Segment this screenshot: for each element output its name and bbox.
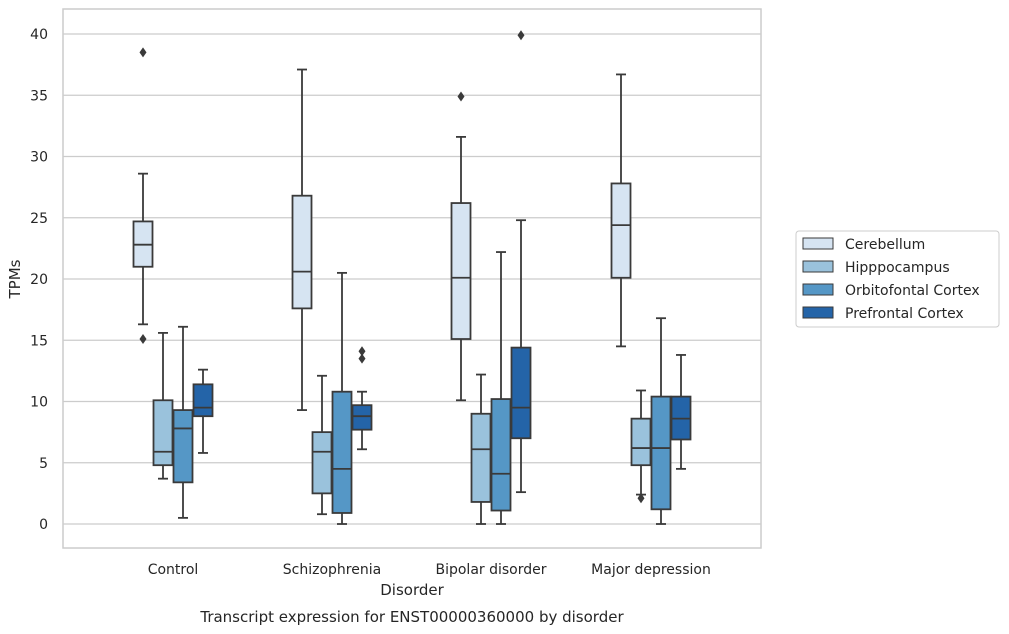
legend-label: Cerebellum	[845, 237, 925, 253]
box-hipppocampus-0	[152, 331, 174, 480]
iqr-box	[450, 202, 472, 340]
legend-label: Prefrontal Cortex	[845, 306, 964, 322]
y-axis-label: TPMs	[6, 259, 24, 299]
iqr-box	[510, 346, 532, 440]
y-tick-label: 15	[30, 333, 48, 349]
outlier-point	[139, 47, 147, 58]
outlier-point	[358, 353, 366, 364]
box-orbitofontal-cortex-2	[490, 251, 512, 525]
box-prefrontal-cortex-0	[192, 368, 214, 454]
iqr-box	[351, 404, 373, 431]
boxes	[132, 30, 692, 525]
legend-swatch	[802, 283, 834, 296]
y-tick-label: 10	[30, 395, 48, 411]
legend-label: Orbitofontal Cortex	[845, 283, 980, 299]
box-cerebellum-3	[610, 73, 632, 348]
iqr-box	[650, 395, 672, 511]
iqr-box	[291, 194, 313, 310]
box-prefrontal-cortex-1	[351, 346, 373, 451]
box-prefrontal-cortex-2	[510, 30, 532, 494]
x-axis-label: Disorder	[380, 581, 444, 599]
iqr-box	[470, 412, 492, 503]
iqr-box	[311, 431, 333, 495]
x-tick-label: Bipolar disorder	[435, 562, 546, 578]
box-orbitofontal-cortex-3	[650, 317, 672, 525]
y-tick-label: 5	[39, 456, 48, 472]
x-tick-label: Major depression	[591, 562, 711, 578]
box-orbitofontal-cortex-0	[172, 325, 194, 519]
box-hipppocampus-3	[630, 389, 652, 504]
plot-frame	[62, 8, 762, 549]
chart-caption: Transcript expression for ENST0000036000…	[199, 608, 624, 626]
box-cerebellum-2	[450, 91, 472, 402]
iqr-box	[490, 398, 512, 512]
box-hipppocampus-2	[470, 373, 492, 525]
iqr-box	[152, 399, 174, 467]
box-prefrontal-cortex-3	[670, 354, 692, 470]
legend: Cerebellum Hipppocampus Orbitofontal Corte…	[795, 230, 1000, 328]
y-tick-label: 0	[39, 517, 48, 533]
legend-swatch	[802, 306, 834, 319]
box-hipppocampus-1	[311, 374, 333, 516]
iqr-box	[331, 390, 353, 514]
outlier-point	[637, 493, 645, 504]
box-cerebellum-1	[291, 68, 313, 411]
iqr-box	[610, 182, 632, 279]
x-tick-label: Schizophrenia	[283, 562, 381, 578]
outlier-point	[139, 334, 147, 345]
y-tick-label: 30	[30, 150, 48, 166]
x-tick-label: Control	[148, 562, 199, 578]
y-tick-label: 20	[30, 272, 48, 288]
iqr-box	[172, 409, 194, 484]
box-orbitofontal-cortex-1	[331, 271, 353, 525]
legend-frame	[795, 230, 1000, 328]
y-tick-label: 35	[30, 88, 48, 104]
legend-swatch	[802, 260, 834, 273]
legend-label: Hipppocampus	[845, 260, 950, 276]
iqr-box	[630, 417, 652, 467]
box-cerebellum-0	[132, 47, 154, 345]
x-tick-labels: Control Schizophrenia Bipolar disorder Majo…	[148, 562, 711, 578]
iqr-box	[192, 383, 214, 418]
outlier-point	[457, 91, 465, 102]
y-tick-labels: 0 5 10 15 20 25 30 35 40	[30, 27, 48, 533]
y-tick-label: 25	[30, 211, 48, 227]
legend-swatch	[802, 237, 834, 250]
outlier-point	[517, 30, 525, 41]
y-tick-label: 40	[30, 27, 48, 43]
outlier-point	[358, 346, 366, 357]
